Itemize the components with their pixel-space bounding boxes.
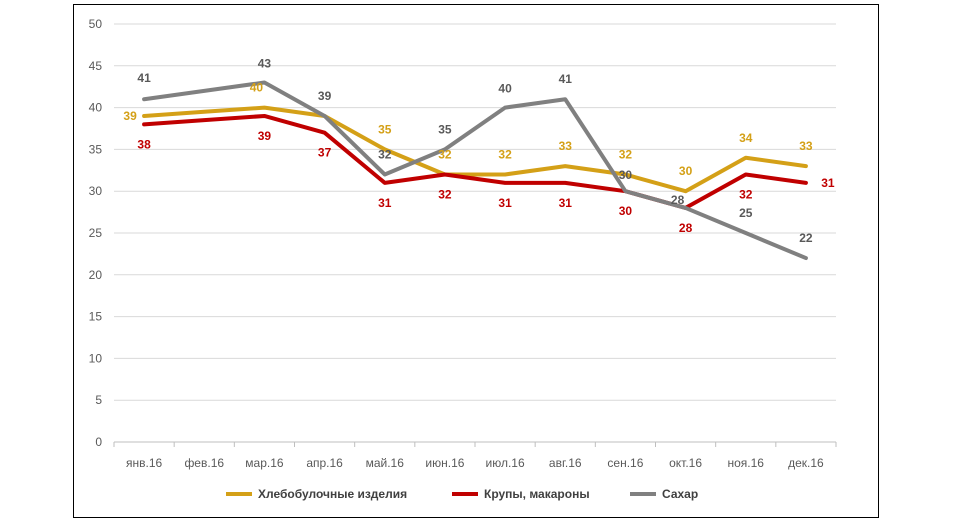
data-label: 32: [438, 187, 452, 201]
series-lines: [142, 80, 808, 261]
x-tick-label: авг.16: [549, 456, 582, 470]
y-tick-label: 35: [89, 142, 103, 156]
x-tick-label: сен.16: [607, 456, 643, 470]
legend-label: Сахар: [662, 487, 698, 501]
data-label: 32: [739, 187, 753, 201]
data-label: 31: [498, 196, 512, 210]
data-label: 31: [378, 196, 392, 210]
y-tick-label: 15: [89, 310, 103, 324]
legend-label: Хлебобулочные изделия: [258, 487, 407, 501]
data-label: 32: [619, 147, 633, 161]
data-label: 38: [137, 137, 151, 151]
data-label: 33: [559, 139, 573, 153]
data-label: 32: [438, 147, 452, 161]
x-tick-label: фев.16: [184, 456, 224, 470]
data-label: 40: [498, 82, 512, 96]
data-label: 31: [559, 196, 573, 210]
y-tick-label: 25: [89, 226, 103, 240]
data-label: 28: [671, 193, 685, 207]
y-tick-label: 10: [89, 351, 103, 365]
data-label: 22: [799, 231, 813, 245]
data-label: 41: [559, 72, 573, 86]
chart-frame: 0 5 10 15 20 25 30 35 40 45 50 янв.16 фев.16 мар.16 а…: [73, 4, 879, 518]
data-label: 34: [739, 131, 753, 145]
x-tick-label: апр.16: [306, 456, 343, 470]
data-label: 35: [378, 122, 392, 136]
y-tick-label: 0: [95, 435, 102, 449]
series-line-0: [142, 105, 808, 194]
data-label: 39: [318, 89, 332, 103]
data-label: 41: [137, 71, 151, 85]
x-axis: янв.16 фев.16 мар.16 апр.16 май.16 июн.16 июл.…: [113, 441, 837, 470]
gridlines: [114, 23, 836, 401]
x-tick-label: июл.16: [486, 456, 525, 470]
x-tick-label: мар.16: [245, 456, 284, 470]
x-tick-label: окт.16: [669, 456, 702, 470]
line-chart: 0 5 10 15 20 25 30 35 40 45 50 янв.16 фев.16 мар.16 а…: [89, 17, 837, 501]
x-tick-label: дек.16: [788, 456, 824, 470]
y-tick-label: 5: [95, 393, 102, 407]
data-label: 33: [799, 139, 813, 153]
legend: Хлебобулочные изделия Крупы, макароны Саха…: [226, 487, 698, 501]
x-tick-label: ноя.16: [728, 456, 765, 470]
x-tick-label: янв.16: [126, 456, 163, 470]
y-tick-label: 50: [89, 17, 103, 31]
data-label: 37: [318, 146, 332, 160]
x-tick-label: май.16: [366, 456, 405, 470]
data-label: 39: [123, 109, 137, 123]
data-label: 35: [438, 122, 452, 136]
data-label: 40: [250, 81, 264, 95]
series-line-1: [142, 113, 808, 210]
y-tick-label: 45: [89, 59, 103, 73]
data-label: 31: [821, 176, 835, 190]
legend-label: Крупы, макароны: [484, 487, 590, 501]
data-label: 30: [679, 164, 693, 178]
series-line-2: [142, 80, 808, 261]
data-label: 30: [619, 168, 633, 182]
data-label: 25: [739, 206, 753, 220]
x-tick-label: июн.16: [425, 456, 464, 470]
data-label: 32: [378, 147, 392, 161]
data-label: 30: [619, 204, 633, 218]
y-tick-label: 40: [89, 101, 103, 115]
data-label: 43: [258, 57, 272, 71]
y-tick-label: 20: [89, 268, 103, 282]
data-label: 39: [258, 129, 272, 143]
y-tick-label: 30: [89, 184, 103, 198]
data-label: 32: [498, 147, 512, 161]
data-label: 28: [679, 221, 693, 235]
y-axis: 0 5 10 15 20 25 30 35 40 45 50: [89, 17, 103, 449]
